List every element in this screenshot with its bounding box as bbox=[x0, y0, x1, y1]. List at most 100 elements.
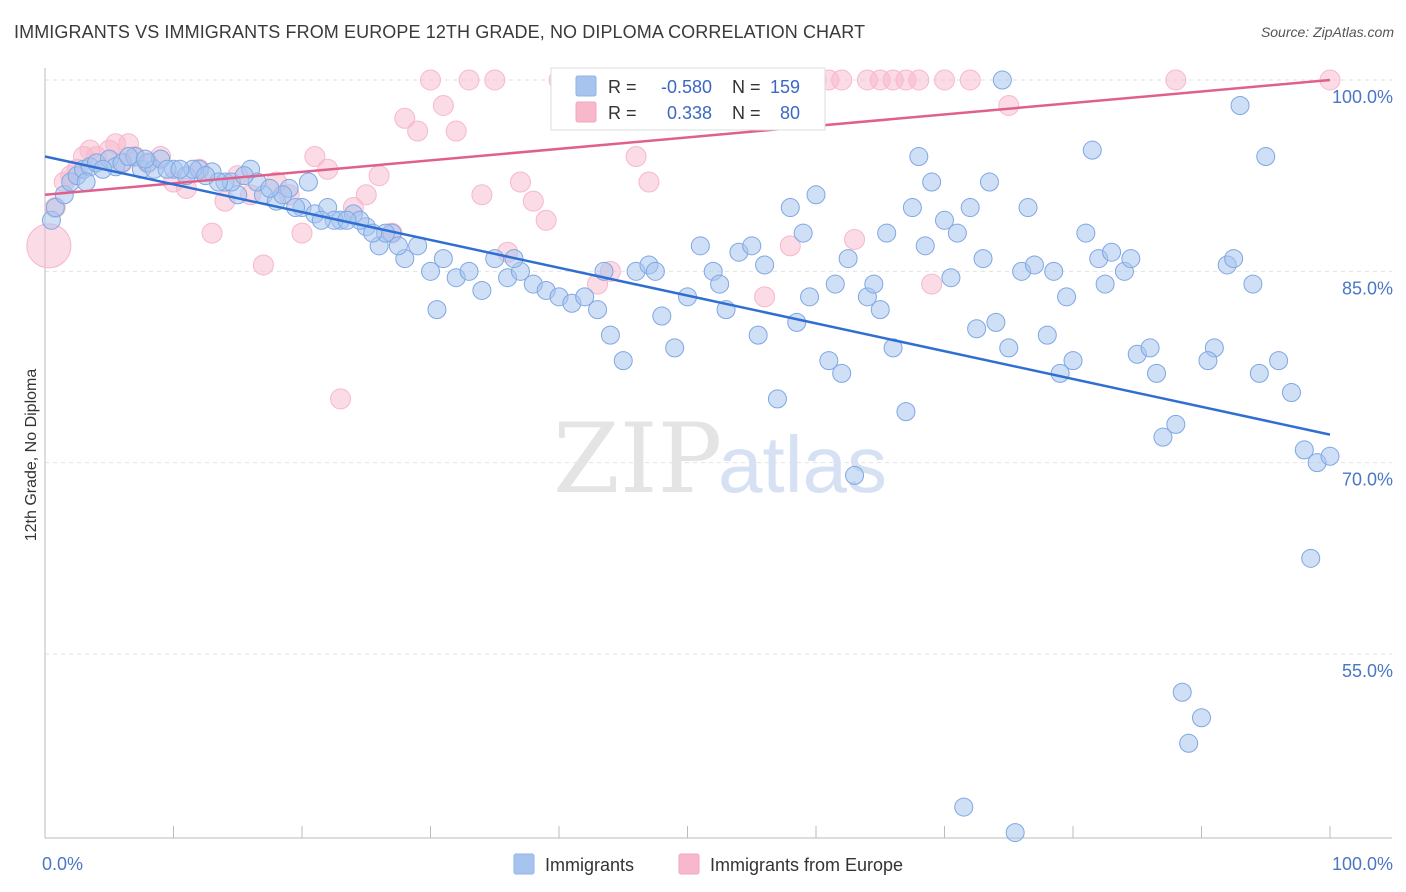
point-immigrants bbox=[1172, 682, 1192, 702]
point-immigrants bbox=[588, 300, 608, 320]
trend-lines bbox=[44, 78, 1331, 436]
legend-n-value-1: 159 bbox=[770, 77, 800, 97]
point-immigrants-from-europe bbox=[407, 120, 429, 142]
point-immigrants bbox=[1140, 338, 1160, 358]
point-immigrants bbox=[1198, 351, 1218, 371]
point-immigrants-from-europe bbox=[535, 209, 557, 231]
point-immigrants bbox=[896, 402, 916, 422]
point-immigrants-from-europe bbox=[921, 273, 943, 295]
point-immigrants-from-europe bbox=[420, 69, 441, 91]
point-immigrants-from-europe bbox=[625, 146, 647, 168]
point-immigrants bbox=[427, 300, 447, 320]
point-immigrants bbox=[877, 223, 897, 243]
point-immigrants bbox=[979, 172, 999, 192]
point-immigrants bbox=[472, 280, 492, 300]
point-immigrants bbox=[755, 255, 775, 275]
point-immigrants bbox=[819, 351, 839, 371]
x-tick-label: 0.0% bbox=[42, 854, 83, 874]
point-immigrants-from-europe bbox=[458, 69, 480, 91]
point-immigrants bbox=[1044, 261, 1064, 281]
legend-n-value-2: 80 bbox=[780, 103, 800, 123]
point-immigrants bbox=[1121, 249, 1141, 269]
point-immigrants bbox=[575, 287, 595, 307]
point-immigrants bbox=[170, 159, 190, 179]
point-immigrants bbox=[1153, 427, 1173, 447]
point-immigrants bbox=[1018, 198, 1038, 218]
point-immigrants bbox=[825, 274, 845, 294]
point-immigrants bbox=[1095, 274, 1115, 294]
bottom-legend-swatch-europe bbox=[678, 853, 700, 875]
point-immigrants bbox=[960, 198, 980, 218]
point-immigrants bbox=[806, 185, 826, 205]
point-immigrants bbox=[1076, 223, 1096, 243]
point-immigrants bbox=[1192, 708, 1211, 728]
point-immigrants bbox=[922, 172, 942, 192]
point-immigrants bbox=[967, 319, 987, 339]
point-immigrants bbox=[459, 261, 479, 281]
legend-r-label-2: R = bbox=[608, 103, 637, 123]
point-immigrants bbox=[135, 149, 155, 169]
point-immigrants bbox=[845, 465, 865, 485]
point-immigrants-from-europe bbox=[26, 223, 72, 269]
source-note: Source: ZipAtlas.com bbox=[1260, 24, 1394, 40]
bottom-legend-label-immigrants: Immigrants bbox=[545, 855, 634, 875]
legend-r-value-1: -0.580 bbox=[661, 77, 712, 97]
chart-title: IMMIGRANTS VS IMMIGRANTS FROM EUROPE 12T… bbox=[14, 22, 866, 42]
legend-swatch-immigrants bbox=[575, 75, 597, 97]
point-immigrants bbox=[1057, 287, 1077, 307]
point-immigrants bbox=[1243, 274, 1263, 294]
point-immigrants bbox=[787, 312, 807, 332]
axes bbox=[44, 68, 1392, 839]
y-tick-labels: 100.0% 85.0% 70.0% 55.0% bbox=[1332, 87, 1393, 681]
watermark-zip: ZIP bbox=[553, 403, 722, 515]
point-immigrants bbox=[1249, 363, 1269, 383]
point-immigrants bbox=[1281, 383, 1301, 403]
point-immigrants bbox=[690, 236, 710, 256]
y-tick-label: 100.0% bbox=[1332, 87, 1393, 107]
point-immigrants bbox=[947, 223, 967, 243]
point-immigrants bbox=[1224, 249, 1244, 269]
point-immigrants bbox=[999, 338, 1019, 358]
point-immigrants bbox=[986, 312, 1006, 332]
point-immigrants bbox=[298, 172, 318, 192]
trend-line-immigrants-from-europe bbox=[44, 78, 1331, 197]
point-immigrants-from-europe bbox=[330, 388, 352, 410]
bottom-legend: Immigrants Immigrants from Europe bbox=[513, 853, 903, 875]
point-immigrants bbox=[1301, 548, 1321, 568]
point-immigrants bbox=[973, 249, 993, 269]
point-immigrants-from-europe bbox=[432, 95, 454, 117]
point-immigrants-from-europe bbox=[201, 222, 223, 244]
point-immigrants bbox=[864, 274, 884, 294]
legend-swatch-europe bbox=[575, 101, 597, 123]
point-immigrants bbox=[76, 172, 96, 192]
point-immigrants bbox=[902, 198, 922, 218]
point-immigrants-from-europe bbox=[638, 171, 660, 193]
point-immigrants bbox=[1102, 242, 1122, 262]
y-axis-label: 12th Grade, No Diploma bbox=[23, 369, 40, 542]
point-immigrants bbox=[1256, 147, 1276, 167]
point-immigrants-from-europe bbox=[754, 286, 776, 308]
point-immigrants bbox=[742, 236, 762, 256]
legend-n-label-1: N = bbox=[732, 77, 761, 97]
point-immigrants bbox=[665, 338, 685, 358]
point-immigrants bbox=[652, 306, 672, 326]
point-immigrants-from-europe bbox=[959, 69, 981, 91]
y-tick-label: 55.0% bbox=[1342, 661, 1393, 681]
point-immigrants bbox=[1082, 140, 1102, 160]
points-immigrants bbox=[41, 70, 1340, 843]
legend-r-label-1: R = bbox=[608, 77, 637, 97]
point-immigrants-from-europe bbox=[1165, 69, 1187, 91]
point-immigrants bbox=[421, 261, 440, 281]
bottom-legend-label-europe: Immigrants from Europe bbox=[710, 855, 903, 875]
bottom-legend-swatch-immigrants bbox=[513, 853, 535, 875]
legend-r-value-2: 0.338 bbox=[667, 103, 712, 123]
x-tick-label: 100.0% bbox=[1332, 854, 1393, 874]
point-immigrants-from-europe bbox=[908, 69, 930, 91]
point-immigrants bbox=[1166, 414, 1186, 434]
point-immigrants bbox=[1320, 446, 1340, 466]
point-immigrants-from-europe bbox=[522, 190, 544, 212]
point-immigrants-from-europe bbox=[471, 184, 493, 206]
point-immigrants-from-europe bbox=[355, 184, 377, 206]
point-immigrants bbox=[915, 236, 935, 256]
